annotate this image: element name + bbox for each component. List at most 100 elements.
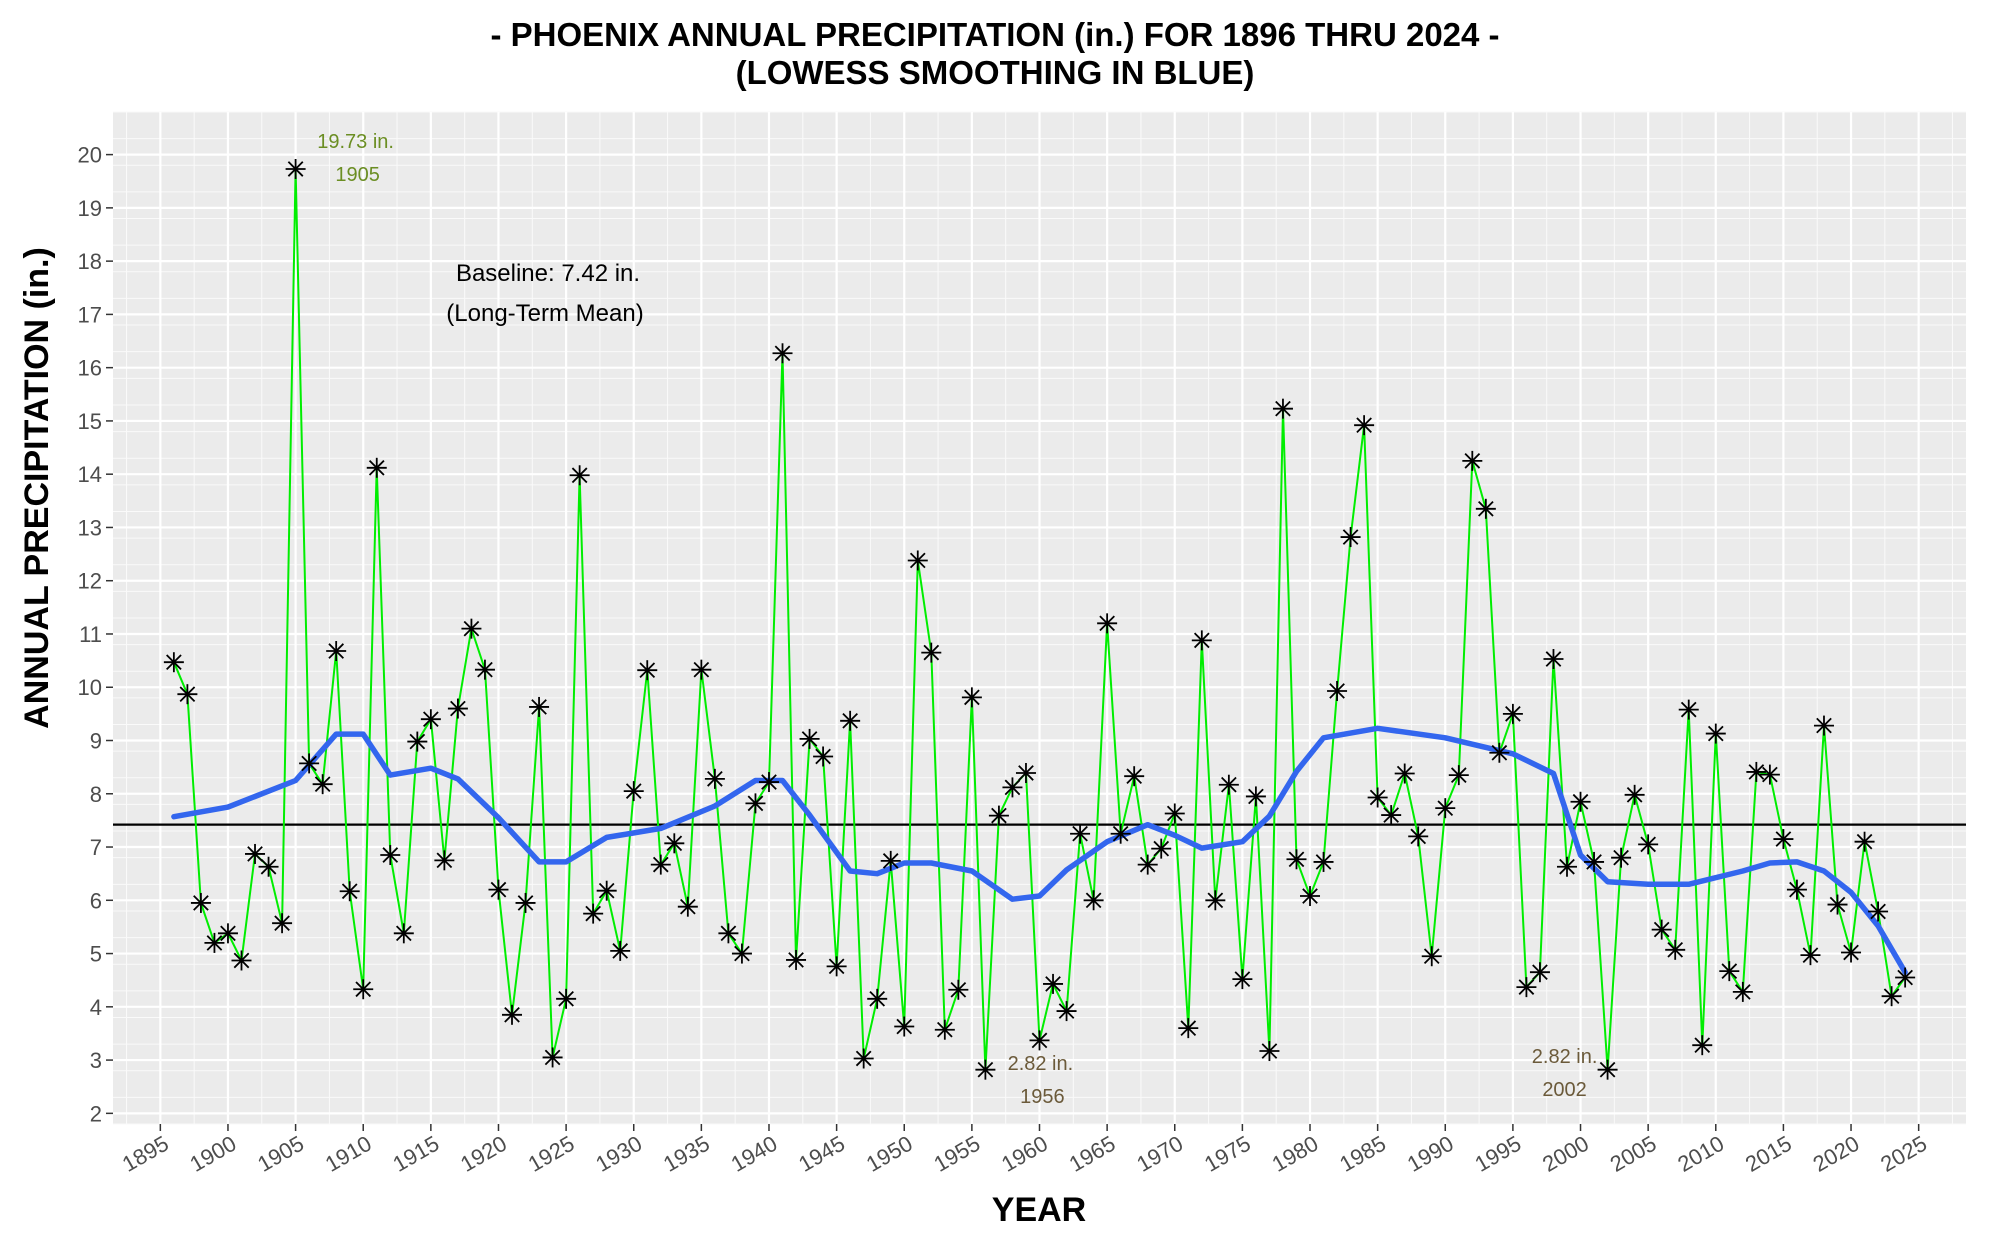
data-point (1245, 786, 1266, 807)
data-point (867, 988, 888, 1009)
marker-stroke (1843, 944, 1859, 961)
marker-stroke (1559, 858, 1575, 875)
data-point (1881, 986, 1902, 1007)
marker-stroke (1640, 836, 1656, 853)
data-point (529, 696, 550, 717)
data-point (1367, 787, 1388, 808)
data-point (1056, 1001, 1077, 1022)
x-tick-label: 1905 (253, 1131, 308, 1177)
marker-stroke (1450, 767, 1467, 783)
marker-stroke (1383, 807, 1400, 823)
x-tick-label: 1985 (1335, 1131, 1390, 1177)
marker-stroke (1572, 793, 1589, 810)
marker-stroke (490, 881, 507, 898)
marker-stroke (639, 662, 656, 679)
data-point (1435, 798, 1456, 819)
marker-stroke (882, 853, 899, 869)
marker-stroke (855, 1050, 872, 1067)
marker-stroke (828, 958, 845, 975)
marker-stroke (1734, 984, 1751, 1000)
marker-stroke (598, 882, 615, 899)
annotations: 19.73 in. 1905 2.82 in. 1956 2.82 in. 2002 Bas… (317, 131, 1597, 1108)
x-tick-label: 2025 (1876, 1131, 1931, 1177)
x-tick-label: 1910 (321, 1131, 376, 1177)
marker-stroke (247, 846, 263, 862)
data-point (556, 988, 577, 1009)
y-tick-label: 11 (79, 622, 102, 647)
data-point (1543, 649, 1564, 670)
data-point (1340, 527, 1361, 548)
marker-stroke (355, 981, 372, 998)
data-point (1272, 398, 1293, 419)
marker-stroke (1221, 776, 1237, 793)
min-value-label: 2.82 in. (1532, 1046, 1598, 1068)
marker-stroke (314, 776, 331, 793)
marker-stroke (1356, 417, 1372, 434)
marker-stroke (1248, 788, 1264, 805)
marker-stroke (1505, 706, 1521, 722)
data-point (677, 896, 698, 917)
marker-stroke (179, 686, 196, 703)
max-value-label: 19.73 in. (317, 131, 394, 153)
marker-stroke (206, 935, 223, 951)
data-point (1489, 742, 1510, 763)
x-axis-tick-labels: 1895 1900 1905 1910 1915 1920 1925 1930 1935 1940… (118, 1131, 1931, 1177)
marker-stroke (531, 699, 547, 715)
marker-stroke (382, 847, 399, 863)
data-point (704, 768, 725, 789)
data-point (434, 850, 455, 871)
data-point (1746, 761, 1767, 782)
marker-stroke (1329, 683, 1345, 699)
data-point (975, 1059, 996, 1080)
data-point (285, 158, 306, 179)
data-point (1800, 945, 1821, 966)
marker-stroke (585, 905, 601, 922)
data-point (988, 805, 1009, 826)
data-point (420, 709, 441, 730)
max-year-label: 1905 (335, 164, 380, 186)
chart-subtitle: (LOWESS SMOOTHING IN BLUE) (735, 54, 1255, 91)
marker-stroke (1031, 1032, 1048, 1049)
data-point (258, 856, 279, 877)
x-tick-label: 1995 (1470, 1131, 1525, 1177)
marker-stroke (1707, 725, 1724, 742)
y-tick-label: 19 (78, 196, 102, 221)
data-point (339, 881, 360, 902)
data-point (393, 923, 414, 944)
data-point (1205, 890, 1226, 911)
marker-stroke (1085, 892, 1102, 909)
data-point (515, 892, 536, 913)
data-point (1354, 415, 1375, 436)
marker-stroke (801, 731, 818, 747)
y-tick-label: 5 (90, 942, 102, 967)
marker-stroke (896, 1018, 913, 1035)
marker-stroke (1234, 971, 1251, 987)
x-tick-label: 2010 (1673, 1131, 1728, 1177)
marker-stroke (788, 952, 804, 968)
data-point (1462, 450, 1483, 471)
marker-stroke (1586, 854, 1602, 870)
marker-stroke (1532, 964, 1548, 981)
marker-stroke (1518, 979, 1535, 995)
marker-stroke (707, 771, 723, 787)
marker-stroke (1437, 800, 1454, 816)
data-point (826, 956, 847, 977)
marker-stroke (193, 895, 209, 911)
data-point (664, 833, 685, 854)
data-point (772, 343, 793, 364)
marker-stroke (1694, 1037, 1711, 1054)
marker-stroke (436, 852, 453, 869)
data-point (1178, 1018, 1199, 1039)
lowess-smoothing-line (171, 725, 1908, 975)
data-point (366, 457, 387, 478)
marker-stroke (1721, 963, 1738, 979)
data-point (1705, 723, 1726, 744)
data-point (1151, 838, 1172, 859)
marker-stroke (395, 925, 412, 942)
data-point (1759, 764, 1780, 785)
data-point (1895, 967, 1916, 988)
x-tick-label: 1990 (1403, 1131, 1458, 1177)
data-point (1651, 919, 1672, 940)
data-point (718, 923, 739, 944)
marker-stroke (1626, 786, 1643, 803)
